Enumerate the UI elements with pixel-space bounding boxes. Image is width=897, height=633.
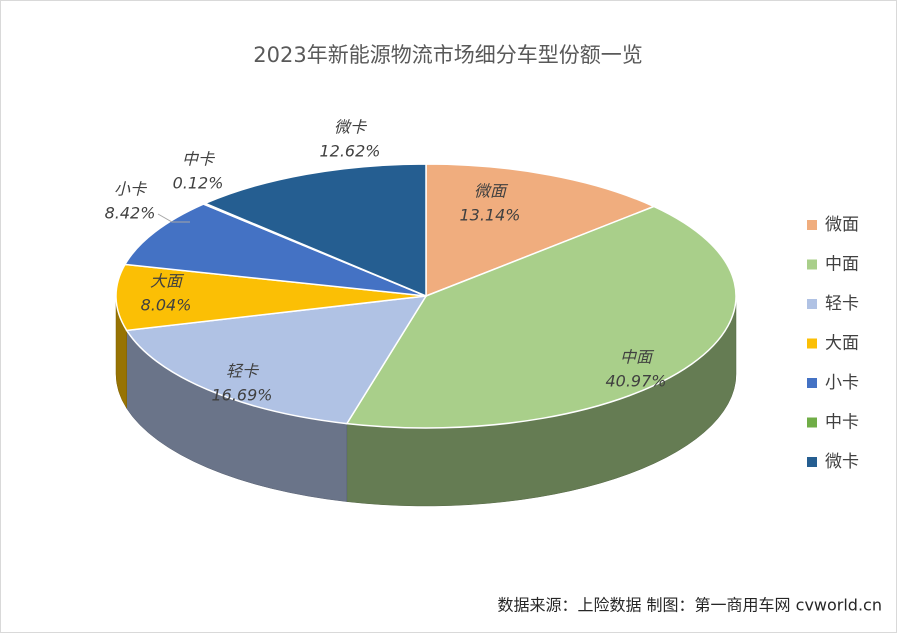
pie-slice [425,163,656,298]
legend-swatch [807,338,817,349]
legend-label: 中面 [825,255,859,275]
slice-category-label: 小卡 [114,180,148,199]
chart-title: 2023年新能源物流市场细分车型份额一览 [253,43,642,67]
slice-category-label: 中卡 [182,150,216,169]
pie-slice [123,203,427,297]
slice-value-label: 8.04% [141,296,192,315]
slice-category-label: 微卡 [334,118,368,137]
pie-slice [203,163,427,298]
legend-swatch [807,457,817,467]
slice-category-label: 大面 [150,272,185,291]
legend-label: 大面 [825,334,859,354]
legend-swatch [807,259,817,270]
slice-value-label: 40.97% [605,372,666,391]
legend-label: 中卡 [825,413,859,433]
legend-swatch [807,299,817,309]
slice-value-label: 12.62% [319,142,380,161]
leader-line [157,213,190,223]
legend-swatch [807,220,817,230]
legend-label: 微面 [825,215,859,235]
slice-value-label: 8.42% [105,204,156,223]
slice-value-label: 0.12% [173,174,224,193]
pie-slice [125,295,428,425]
slice-value-label: 13.14% [459,206,520,225]
slice-category-label: 中面 [620,348,655,367]
slice-category-label: 轻卡 [226,362,260,381]
slice-value-label: 16.69% [211,386,272,405]
pie-slice [115,263,427,332]
pie-slice [345,205,737,429]
legend-label: 轻卡 [825,294,859,314]
legend-swatch [807,378,817,388]
legend-swatch [807,417,817,428]
slice-category-label: 微面 [474,182,509,201]
legend-label: 微卡 [825,452,859,472]
legend-label: 小卡 [825,373,859,393]
source-note: 数据来源：上险数据 制图：第一商用车网 cvworld.cn [497,596,882,615]
